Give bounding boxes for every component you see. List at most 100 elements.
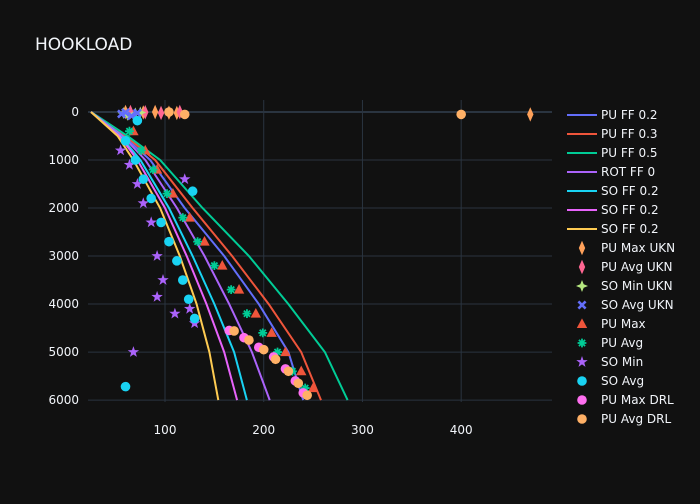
data-point-so-min xyxy=(131,178,144,189)
legend-item-pu-max-drl[interactable]: PU Max DRL xyxy=(577,393,674,407)
legend-item-pu-avg-drl[interactable]: PU Avg DRL xyxy=(577,412,671,426)
data-point-so-avg-ukn xyxy=(132,108,142,118)
data-point-so-avg xyxy=(130,155,141,165)
legend[interactable]: PU FF 0.2 PU FF 0.3 PU FF 0.5 ROT FF 0 SO FF… xyxy=(567,108,675,426)
data-point-so-min xyxy=(145,216,157,228)
legend-label: PU FF 0.3 xyxy=(601,127,658,141)
data-point-pu-avg xyxy=(258,328,268,338)
data-point-so-min xyxy=(151,250,163,261)
data-point-pu-avg-drl xyxy=(164,107,174,117)
data-point-pu-max xyxy=(167,188,179,198)
data-point-pu-avg xyxy=(226,285,236,295)
legend-item-pu-ff-0-2[interactable]: PU FF 0.2 xyxy=(567,108,658,122)
data-point-pu-max xyxy=(217,260,228,270)
data-point-so-avg-ukn xyxy=(120,107,131,118)
data-point-pu-avg-ukn xyxy=(157,105,165,121)
legend-item-pu-ff-0-5[interactable]: PU FF 0.5 xyxy=(567,146,658,160)
y-tick-label: 3000 xyxy=(48,249,79,263)
data-point-so-min xyxy=(151,290,163,302)
legend-label: PU FF 0.5 xyxy=(601,146,658,160)
data-point-so-min xyxy=(184,302,196,314)
data-point-so-min xyxy=(169,307,181,319)
data-point-pu-avg-drl xyxy=(293,378,304,389)
data-point-so-avg xyxy=(146,193,156,204)
legend-label: PU Max UKN xyxy=(601,241,675,255)
data-point-pu-avg-drl xyxy=(179,109,190,120)
x-tick-label: 300 xyxy=(351,423,374,437)
data-point-pu-avg xyxy=(148,165,158,175)
data-point-so-avg xyxy=(187,186,198,197)
data-point-pu-avg xyxy=(136,146,146,155)
data-point-pu-max xyxy=(296,365,307,376)
legend-swatch-marker xyxy=(577,376,587,386)
data-point-pu-avg xyxy=(242,309,252,319)
data-point-pu-max-ukn xyxy=(151,104,159,120)
data-point-pu-avg-drl xyxy=(258,344,269,355)
legend-item-so-avg[interactable]: SO Avg xyxy=(577,374,644,388)
data-point-so-avg xyxy=(172,256,182,266)
legend-label: PU FF 0.2 xyxy=(601,108,658,122)
y-tick-label: 4000 xyxy=(48,297,79,311)
legend-label: SO Avg xyxy=(601,374,644,388)
series-line-pu-ff-0-3 xyxy=(90,111,322,401)
y-tick-label: 2000 xyxy=(48,201,79,215)
data-point-pu-avg xyxy=(209,261,219,271)
legend-swatch-marker xyxy=(578,259,586,275)
data-point-pu-avg-drl xyxy=(229,326,239,336)
data-point-so-avg xyxy=(120,381,131,392)
data-point-so-min xyxy=(114,144,127,156)
legend-item-so-avg-ukn[interactable]: SO Avg UKN xyxy=(577,298,674,312)
data-point-pu-avg xyxy=(162,189,172,199)
legend-item-pu-avg[interactable]: PU Avg xyxy=(577,336,643,350)
legend-item-so-ff-0-2[interactable]: SO FF 0.2 xyxy=(567,222,659,236)
legend-item-so-min-ukn[interactable]: SO Min UKN xyxy=(576,279,673,293)
series-line-so-ff-0-2 xyxy=(90,111,220,401)
legend-item-pu-ff-0-3[interactable]: PU FF 0.3 xyxy=(567,127,658,141)
y-tick-label: 1000 xyxy=(48,153,79,167)
chart-title: HOOKLOAD xyxy=(35,35,132,55)
data-point-pu-avg xyxy=(178,213,188,223)
data-point-pu-avg xyxy=(300,383,310,393)
legend-swatch-marker xyxy=(576,280,588,292)
data-point-so-min xyxy=(123,158,136,170)
data-point-so-avg xyxy=(189,313,200,324)
y-tick-label: 0 xyxy=(71,105,79,119)
legend-label: PU Avg UKN xyxy=(601,260,673,274)
data-point-so-avg xyxy=(132,115,143,126)
marker-layer xyxy=(114,104,534,401)
legend-swatch-marker xyxy=(577,300,587,310)
legend-swatch-marker xyxy=(576,318,588,328)
data-point-so-min xyxy=(137,197,149,209)
legend-label: SO FF 0.2 xyxy=(601,184,659,198)
data-point-pu-max xyxy=(307,382,319,393)
data-point-pu-max xyxy=(199,236,210,246)
legend-item-pu-avg-ukn[interactable]: PU Avg UKN xyxy=(578,259,673,275)
data-point-so-avg xyxy=(120,136,131,146)
data-point-pu-max xyxy=(280,346,291,357)
legend-item-so-ff-0-2[interactable]: SO FF 0.2 xyxy=(567,184,659,198)
data-point-pu-avg xyxy=(125,126,134,136)
x-tick-label: 400 xyxy=(450,423,473,437)
y-tick-label: 6000 xyxy=(48,393,79,407)
legend-item-pu-max-ukn[interactable]: PU Max UKN xyxy=(578,240,675,256)
legend-item-so-min[interactable]: SO Min xyxy=(576,355,643,369)
data-point-so-avg xyxy=(183,294,194,305)
legend-label: SO Avg UKN xyxy=(601,298,674,312)
legend-swatch-marker xyxy=(577,414,587,424)
legend-label: PU Max xyxy=(601,317,646,331)
data-point-pu-max-ukn xyxy=(527,107,534,122)
data-point-pu-max xyxy=(250,308,262,318)
data-point-so-min-ukn xyxy=(134,106,147,119)
legend-item-pu-max[interactable]: PU Max xyxy=(576,317,646,331)
legend-swatch-marker xyxy=(576,356,588,367)
series-line-pu-ff-0-5 xyxy=(90,111,349,401)
data-point-pu-avg-drl xyxy=(244,335,254,345)
data-point-pu-max xyxy=(233,284,245,294)
legend-item-so-ff-0-2[interactable]: SO FF 0.2 xyxy=(567,203,659,217)
legend-item-rot-ff-0[interactable]: ROT FF 0 xyxy=(567,165,655,179)
data-point-so-min xyxy=(127,346,140,357)
y-tick-label: 5000 xyxy=(48,345,79,359)
data-point-pu-avg-drl xyxy=(456,109,466,120)
